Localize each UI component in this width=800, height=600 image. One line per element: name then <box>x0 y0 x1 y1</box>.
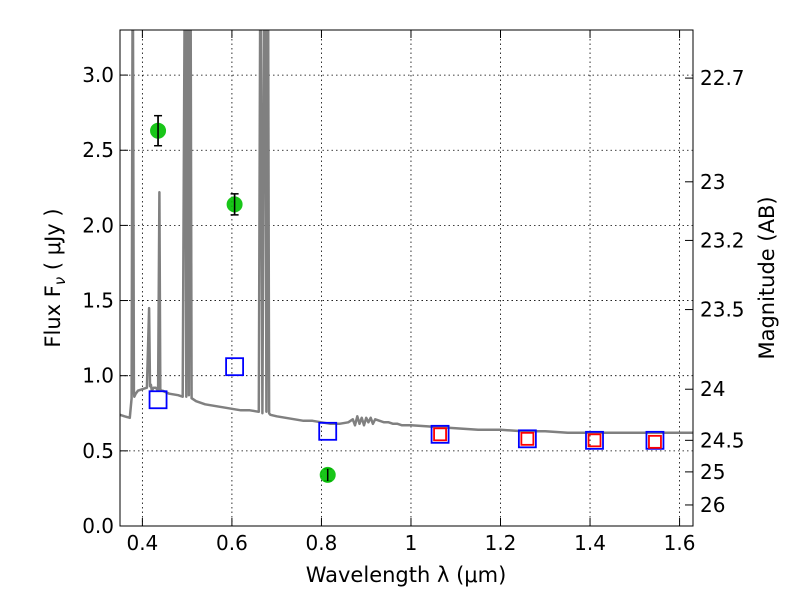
y-tick-label: 1.0 <box>82 364 114 388</box>
x-tick-label: 0.6 <box>216 531 248 555</box>
model-point-red <box>520 431 535 446</box>
model-point-blue <box>148 390 168 410</box>
y-axis-right-label: Magnitude (AB) <box>755 196 779 359</box>
model-point-blue <box>225 357 245 377</box>
model-sed-line <box>120 30 693 435</box>
y-tick-label: 2.0 <box>82 213 114 237</box>
x-tick-label: 1.6 <box>664 531 696 555</box>
right-tick-label: 23 <box>700 170 725 194</box>
right-tick-label: 24 <box>700 377 725 401</box>
model-point-blue <box>318 421 338 441</box>
right-tick-label: 26 <box>700 493 725 517</box>
y-tick-label: 0.0 <box>82 514 114 538</box>
plot-frame <box>119 29 694 527</box>
x-tick-label: 1 <box>405 531 418 555</box>
model-point-blue <box>645 430 665 450</box>
right-tick-label: 25 <box>700 460 725 484</box>
x-tick-label: 1.2 <box>485 531 517 555</box>
model-point-blue <box>517 429 537 449</box>
y-axis-label-units: ( μJy ) <box>41 208 65 276</box>
x-axis-label: Wavelength λ (μm) <box>306 563 507 587</box>
y-axis-label-text: Flux F <box>41 285 65 347</box>
right-tick-label: 24.5 <box>700 428 745 452</box>
ticks: 0.4 0.6 0.8 1 1.2 1.4 1.6 0.0 0.5 1.0 1.5 2.0 2.5 3.0… <box>82 30 745 555</box>
model-point-red <box>587 433 602 448</box>
y-tick-label: 2.5 <box>82 138 114 162</box>
y-tick-label: 1.5 <box>82 289 114 313</box>
y-axis-label: Flux Fν ( μJy ) <box>41 208 69 347</box>
data-layer <box>120 30 693 483</box>
x-tick-label: 0.4 <box>126 531 158 555</box>
x-tick-label: 1.4 <box>574 531 606 555</box>
model-point-red <box>648 434 662 449</box>
y-axis-label-subscript: ν <box>51 277 69 285</box>
y-tick-label: 3.0 <box>82 63 114 87</box>
right-tick-label: 22.7 <box>700 66 745 90</box>
model-point-red <box>433 427 447 442</box>
right-tick-label: 23.5 <box>700 298 745 322</box>
model-point-blue <box>585 430 604 450</box>
y-tick-label: 0.5 <box>82 439 114 463</box>
right-tick-label: 23.2 <box>700 228 745 252</box>
model-point-blue <box>430 424 450 444</box>
x-tick-label: 0.8 <box>306 531 338 555</box>
